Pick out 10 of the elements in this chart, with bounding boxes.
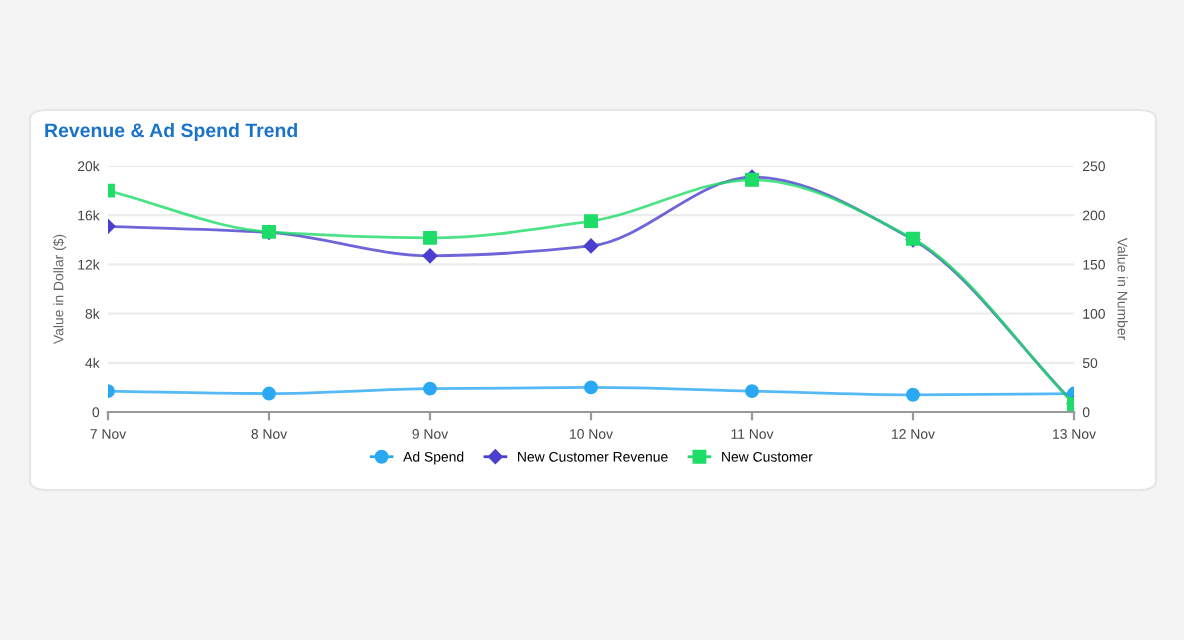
point [584, 214, 598, 229]
point [906, 387, 920, 402]
point [423, 230, 437, 245]
point [745, 384, 759, 399]
point [423, 381, 437, 396]
point [262, 386, 276, 401]
chart-title: Revenue & Ad Spend Trend [45, 122, 297, 142]
point [584, 380, 598, 395]
point [422, 248, 438, 264]
point [583, 238, 599, 254]
